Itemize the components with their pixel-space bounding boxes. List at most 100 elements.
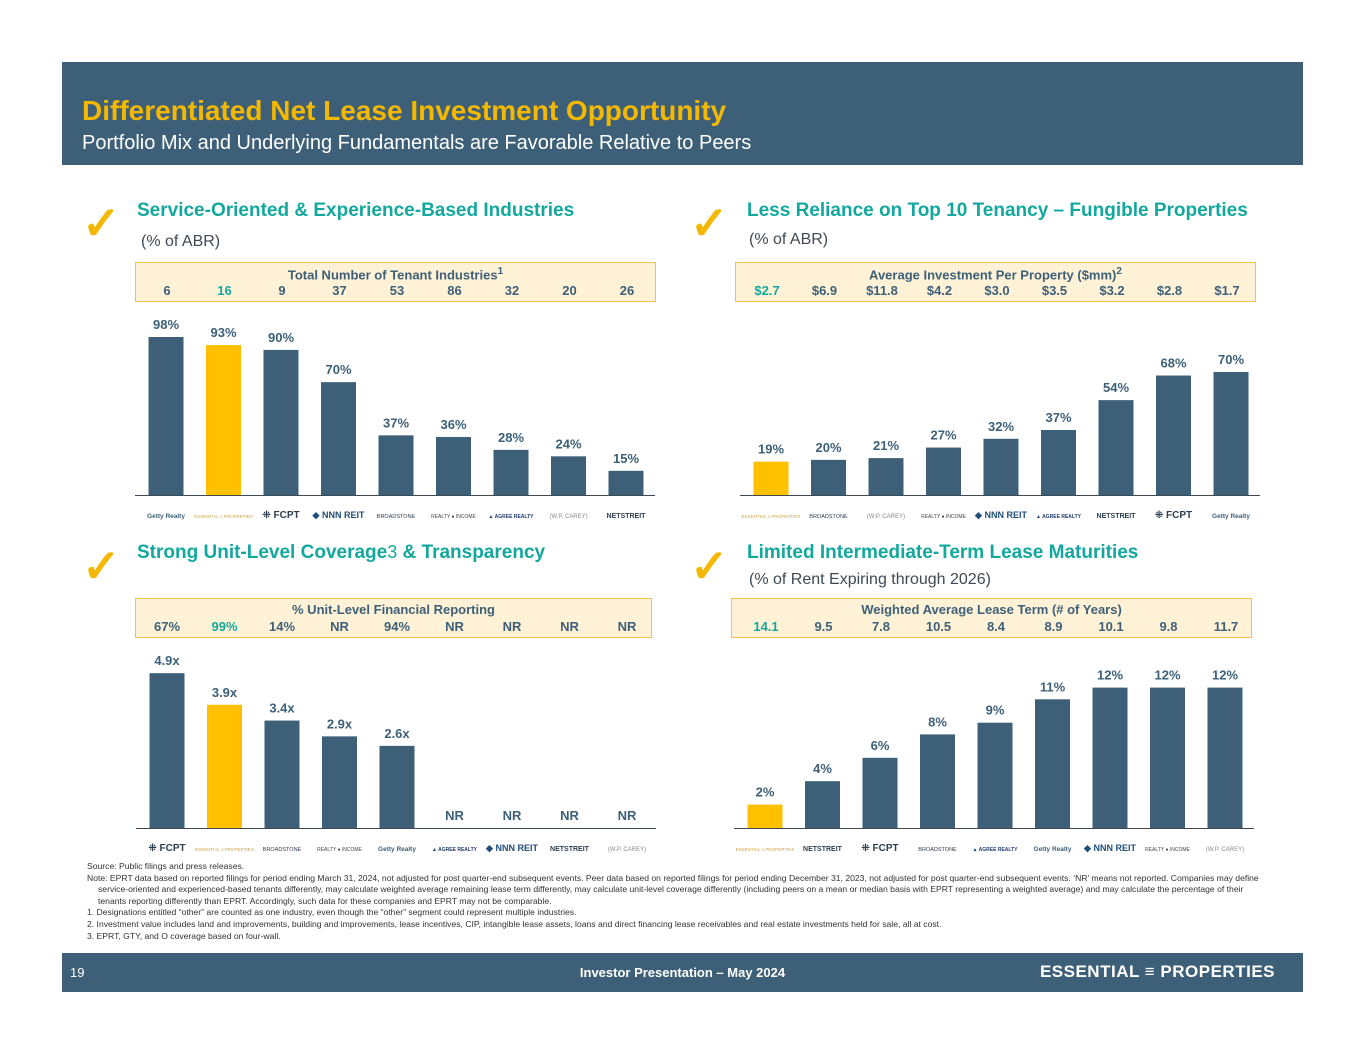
realty-income-logo: REALTY ● INCOME [1145, 847, 1190, 853]
box-value-netstreit: 9.5 [814, 619, 833, 634]
title-banner: Differentiated Net Lease Investment Oppo… [62, 62, 1303, 165]
nnn-reit-logo: ◆ NNN REIT [485, 843, 538, 853]
checkmark-icon: ✓ [82, 540, 121, 592]
data-label: 2.6x [384, 726, 410, 741]
footer-title: Investor Presentation – May 2024 [579, 965, 786, 980]
data-label: 3.9x [212, 685, 238, 700]
data-label: 68% [1160, 356, 1186, 371]
footnote-ref: 2 [1116, 266, 1122, 277]
data-label: 4.9x [154, 653, 180, 668]
data-label: 11% [1040, 679, 1066, 694]
data-label: 4% [813, 761, 832, 776]
box-title-text: Total Number of Tenant Industries [287, 267, 498, 283]
footnotes: Source: Public filings and press release… [87, 861, 1267, 942]
section-subtitle: (% of ABR) [141, 233, 221, 250]
agree-realty-logo: ▲ AGREE REALTY [1036, 514, 1082, 520]
w-p-carey-logo: (W.P. CAREY) [549, 514, 587, 520]
bar-broadstone [920, 734, 955, 828]
box-values: $2.7 $6.9 $11.8 $4.2 $3.0 $3.5 $3.2 $2.8 $1.7 [736, 283, 1255, 299]
realty-income-logo: REALTY ● INCOME [317, 847, 362, 853]
bar-realty-income [436, 436, 471, 495]
box-value-getty-realty: 8.9 [1044, 619, 1063, 634]
footnote-ref: 3 [387, 542, 398, 562]
data-label: 2% [756, 785, 775, 800]
realty-income-logo: REALTY ● INCOME [921, 514, 966, 520]
data-label: NR [503, 808, 522, 823]
checkmark-icon: ✓ [690, 197, 729, 249]
chart-lease-maturities: 2% ESSENTIAL ≡ PROPERTIES 4% NETSTREIT 6% ⁜ F… [734, 668, 1254, 854]
section-subtitle: (% of Rent Expiring through 2026) [749, 571, 991, 588]
nnn-reit-logo: ◆ NNN REIT [974, 510, 1027, 520]
box-value-w-p-carey: 20 [562, 283, 577, 298]
essential-properties-logo: ESSENTIAL ≡ PROPERTIES [194, 514, 253, 519]
getty-realty-logo: Getty Realty [1212, 513, 1250, 520]
bar-w-p-carey [868, 458, 904, 495]
bar-netstreit [608, 470, 644, 495]
netstreit-logo: NETSTREIT [1097, 513, 1137, 520]
broadstone-logo: BROADSTONE [263, 847, 302, 853]
section-heading: Less Reliance on Top 10 Tenancy – Fungib… [747, 200, 1248, 221]
fcpt-logo: ⁜ FCPT [1155, 510, 1192, 521]
bar-fcpt [149, 673, 185, 828]
footnote-ref: 1 [497, 266, 504, 277]
chart-industries: 98% Getty Realty 93% ESSENTIAL ≡ PROPERTIES… [135, 317, 655, 521]
info-box: % Unit-Level Financial Reporting 67% 99% 1… [135, 598, 652, 638]
footnote-3: 3. EPRT, GTY, and O coverage based on fo… [87, 930, 281, 941]
box-value-nnn-reit: NR [502, 619, 522, 634]
box-value-broadstone: 10.5 [925, 619, 952, 634]
chart-unit-coverage: 4.9x ⁜ FCPT 3.9x ESSENTIAL ≡ PROPERTIES 3.4x… [136, 653, 656, 854]
box-value-broadstone: 14% [268, 619, 296, 634]
box-title: % Unit-Level Financial Reporting [292, 602, 495, 617]
box-value-fcpt: 7.8 [871, 619, 891, 634]
box-value-netstreit: $3.2 [1099, 283, 1125, 298]
data-label: 12% [1212, 668, 1238, 683]
data-label: NR [445, 808, 464, 823]
data-label: 93% [210, 325, 236, 340]
bar-nnn-reit [983, 438, 1019, 495]
bar-netstreit [1098, 400, 1134, 495]
data-label: 9% [986, 703, 1005, 718]
box-value-agree-realty: 32 [504, 283, 520, 298]
section-heading: Strong Unit-Level Coverage3 & Transparen… [137, 542, 545, 564]
bar-essential-properties [207, 704, 242, 828]
box-value-fcpt: $2.8 [1156, 283, 1183, 298]
fcpt-logo: ⁜ FCPT [262, 510, 299, 521]
section-heading: Service-Oriented & Experience-Based Indu… [137, 200, 575, 221]
data-label: 2.9x [327, 716, 353, 731]
box-value-realty-income: 9.8 [1159, 619, 1178, 634]
page-subtitle: Portfolio Mix and Underlying Fundamental… [82, 132, 752, 154]
section-heading: Limited Intermediate-Term Lease Maturiti… [747, 542, 1139, 563]
box-value-agree-realty: 8.4 [986, 619, 1006, 634]
getty-realty-logo: Getty Realty [378, 846, 416, 853]
heading-text: & Transparency [397, 542, 546, 563]
bar-getty-realty [148, 337, 184, 495]
nnn-reit-logo: ◆ NNN REIT [1083, 843, 1136, 853]
heading-text: Strong Unit-Level Coverage [137, 542, 388, 563]
page-title: Differentiated Net Lease Investment Oppo… [82, 95, 727, 126]
box-value-broadstone: $6.9 [811, 283, 838, 298]
data-label: 12% [1154, 668, 1180, 683]
data-label: 70% [1218, 352, 1244, 367]
data-label: 6% [871, 738, 890, 753]
info-box: Average Investment Per Property ($mm)2 $… [735, 262, 1256, 302]
data-label: 98% [153, 317, 179, 332]
footer-bar: 19 Investor Presentation – May 2024 ESSE… [62, 953, 1303, 992]
bar-agree-realty [493, 449, 529, 495]
box-value-w-p-carey: $11.8 [866, 283, 898, 298]
data-label: 15% [613, 451, 639, 466]
bar-broadstone [264, 720, 300, 828]
bar-broadstone [378, 435, 414, 495]
essential-properties-logo: ESSENTIAL ≡ PROPERTIES [742, 514, 801, 519]
data-label: 36% [440, 417, 466, 432]
netstreit-logo: NETSTREIT [607, 513, 647, 520]
info-box: Total Number of Tenant Industries1 6 16 9 3… [135, 262, 656, 302]
w-p-carey-logo: (W.P. CAREY) [867, 514, 905, 520]
box-value-fcpt: 9 [278, 283, 286, 298]
netstreit-logo: NETSTREIT [550, 846, 590, 853]
box-value-realty-income: 86 [447, 283, 462, 298]
bar-nnn-reit [1092, 687, 1128, 828]
checkmark-icon: ✓ [690, 540, 729, 592]
data-label: 70% [325, 362, 351, 377]
broadstone-logo: BROADSTONE [377, 514, 416, 520]
box-title: Weighted Average Lease Term (# of Years) [861, 602, 1122, 617]
